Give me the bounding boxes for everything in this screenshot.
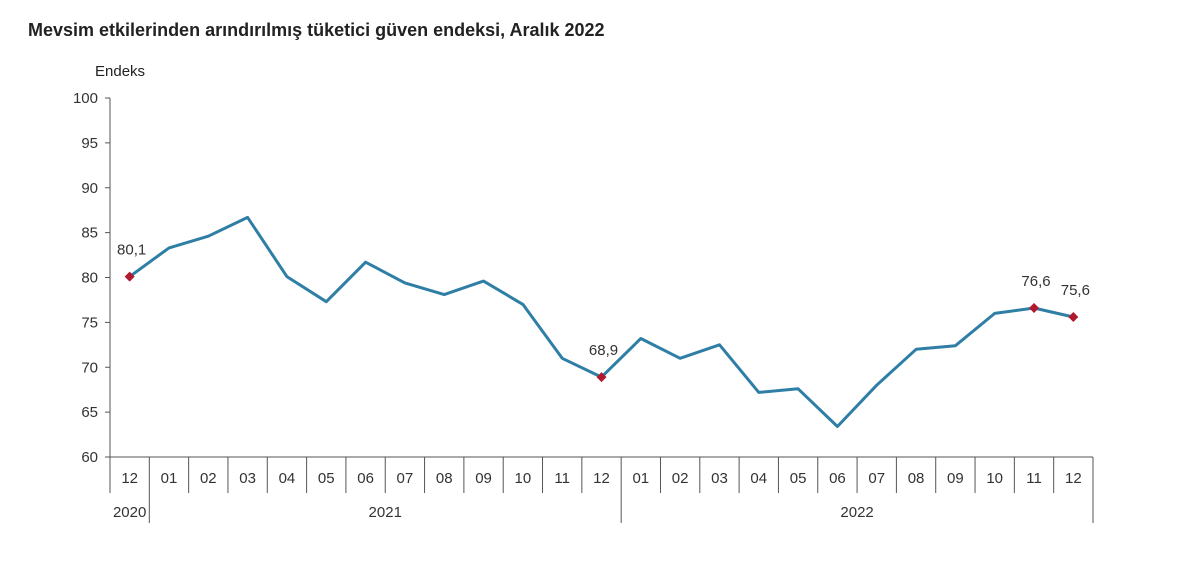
x-tick-label: 05 [790,470,807,487]
x-tick-label: 12 [1065,470,1082,487]
y-tick-label: 80 [81,270,98,287]
x-tick-label: 07 [868,470,885,487]
x-tick-label: 06 [357,470,374,487]
year-label: 2020 [113,504,146,521]
y-tick-label: 70 [81,359,98,376]
y-tick-label: 75 [81,314,98,331]
year-label: 2022 [840,504,873,521]
chart-data-labels: 80,1 68,9 76,6 75,6 [117,242,1090,360]
chart-series [124,215,1079,428]
x-tick-label: 03 [711,470,728,487]
data-label: 75,6 [1061,282,1090,299]
y-tick-label: 90 [81,180,98,197]
data-label: 76,6 [1021,273,1050,290]
x-tick-label: 09 [475,470,492,487]
x-tick-label: 04 [750,470,767,487]
series-line [128,215,1074,428]
data-point-marker [124,271,135,282]
y-tick-label: 100 [73,90,98,107]
x-tick-label: 08 [436,470,453,487]
data-point-marker [596,372,607,383]
x-tick-label: 02 [200,470,217,487]
data-point-marker [1029,303,1040,314]
x-tick-label: 04 [279,470,296,487]
x-tick-label: 01 [161,470,178,487]
y-axis-label: Endeks [95,63,146,80]
x-tick-label: 11 [554,470,570,487]
x-tick-label: 12 [593,470,610,487]
x-tick-label: 03 [239,470,256,487]
x-tick-label: 11 [1026,470,1042,487]
chart-axes: 60 65 70 75 80 85 90 95 100 12 01 02 03 04 05 06 07 08 09 1… [73,90,1094,523]
y-tick-label: 95 [81,135,98,152]
y-tick-label: 65 [81,404,98,421]
x-tick-label: 10 [515,470,532,487]
data-label: 68,9 [589,342,618,359]
x-tick-label: 09 [947,470,964,487]
data-point-marker [1068,311,1079,322]
x-tick-label: 08 [908,470,925,487]
y-tick-label: 60 [81,449,98,466]
y-tick-label: 85 [81,225,98,242]
x-tick-label: 01 [632,470,649,487]
data-label: 80,1 [117,242,146,259]
x-tick-label: 06 [829,470,846,487]
x-tick-label: 10 [986,470,1003,487]
x-tick-label: 12 [121,470,138,487]
x-tick-label: 05 [318,470,335,487]
x-tick-label: 02 [672,470,689,487]
year-label: 2021 [369,504,402,521]
x-tick-label: 07 [397,470,414,487]
chart-title: Mevsim etkilerinden arındırılmış tüketic… [28,20,605,40]
